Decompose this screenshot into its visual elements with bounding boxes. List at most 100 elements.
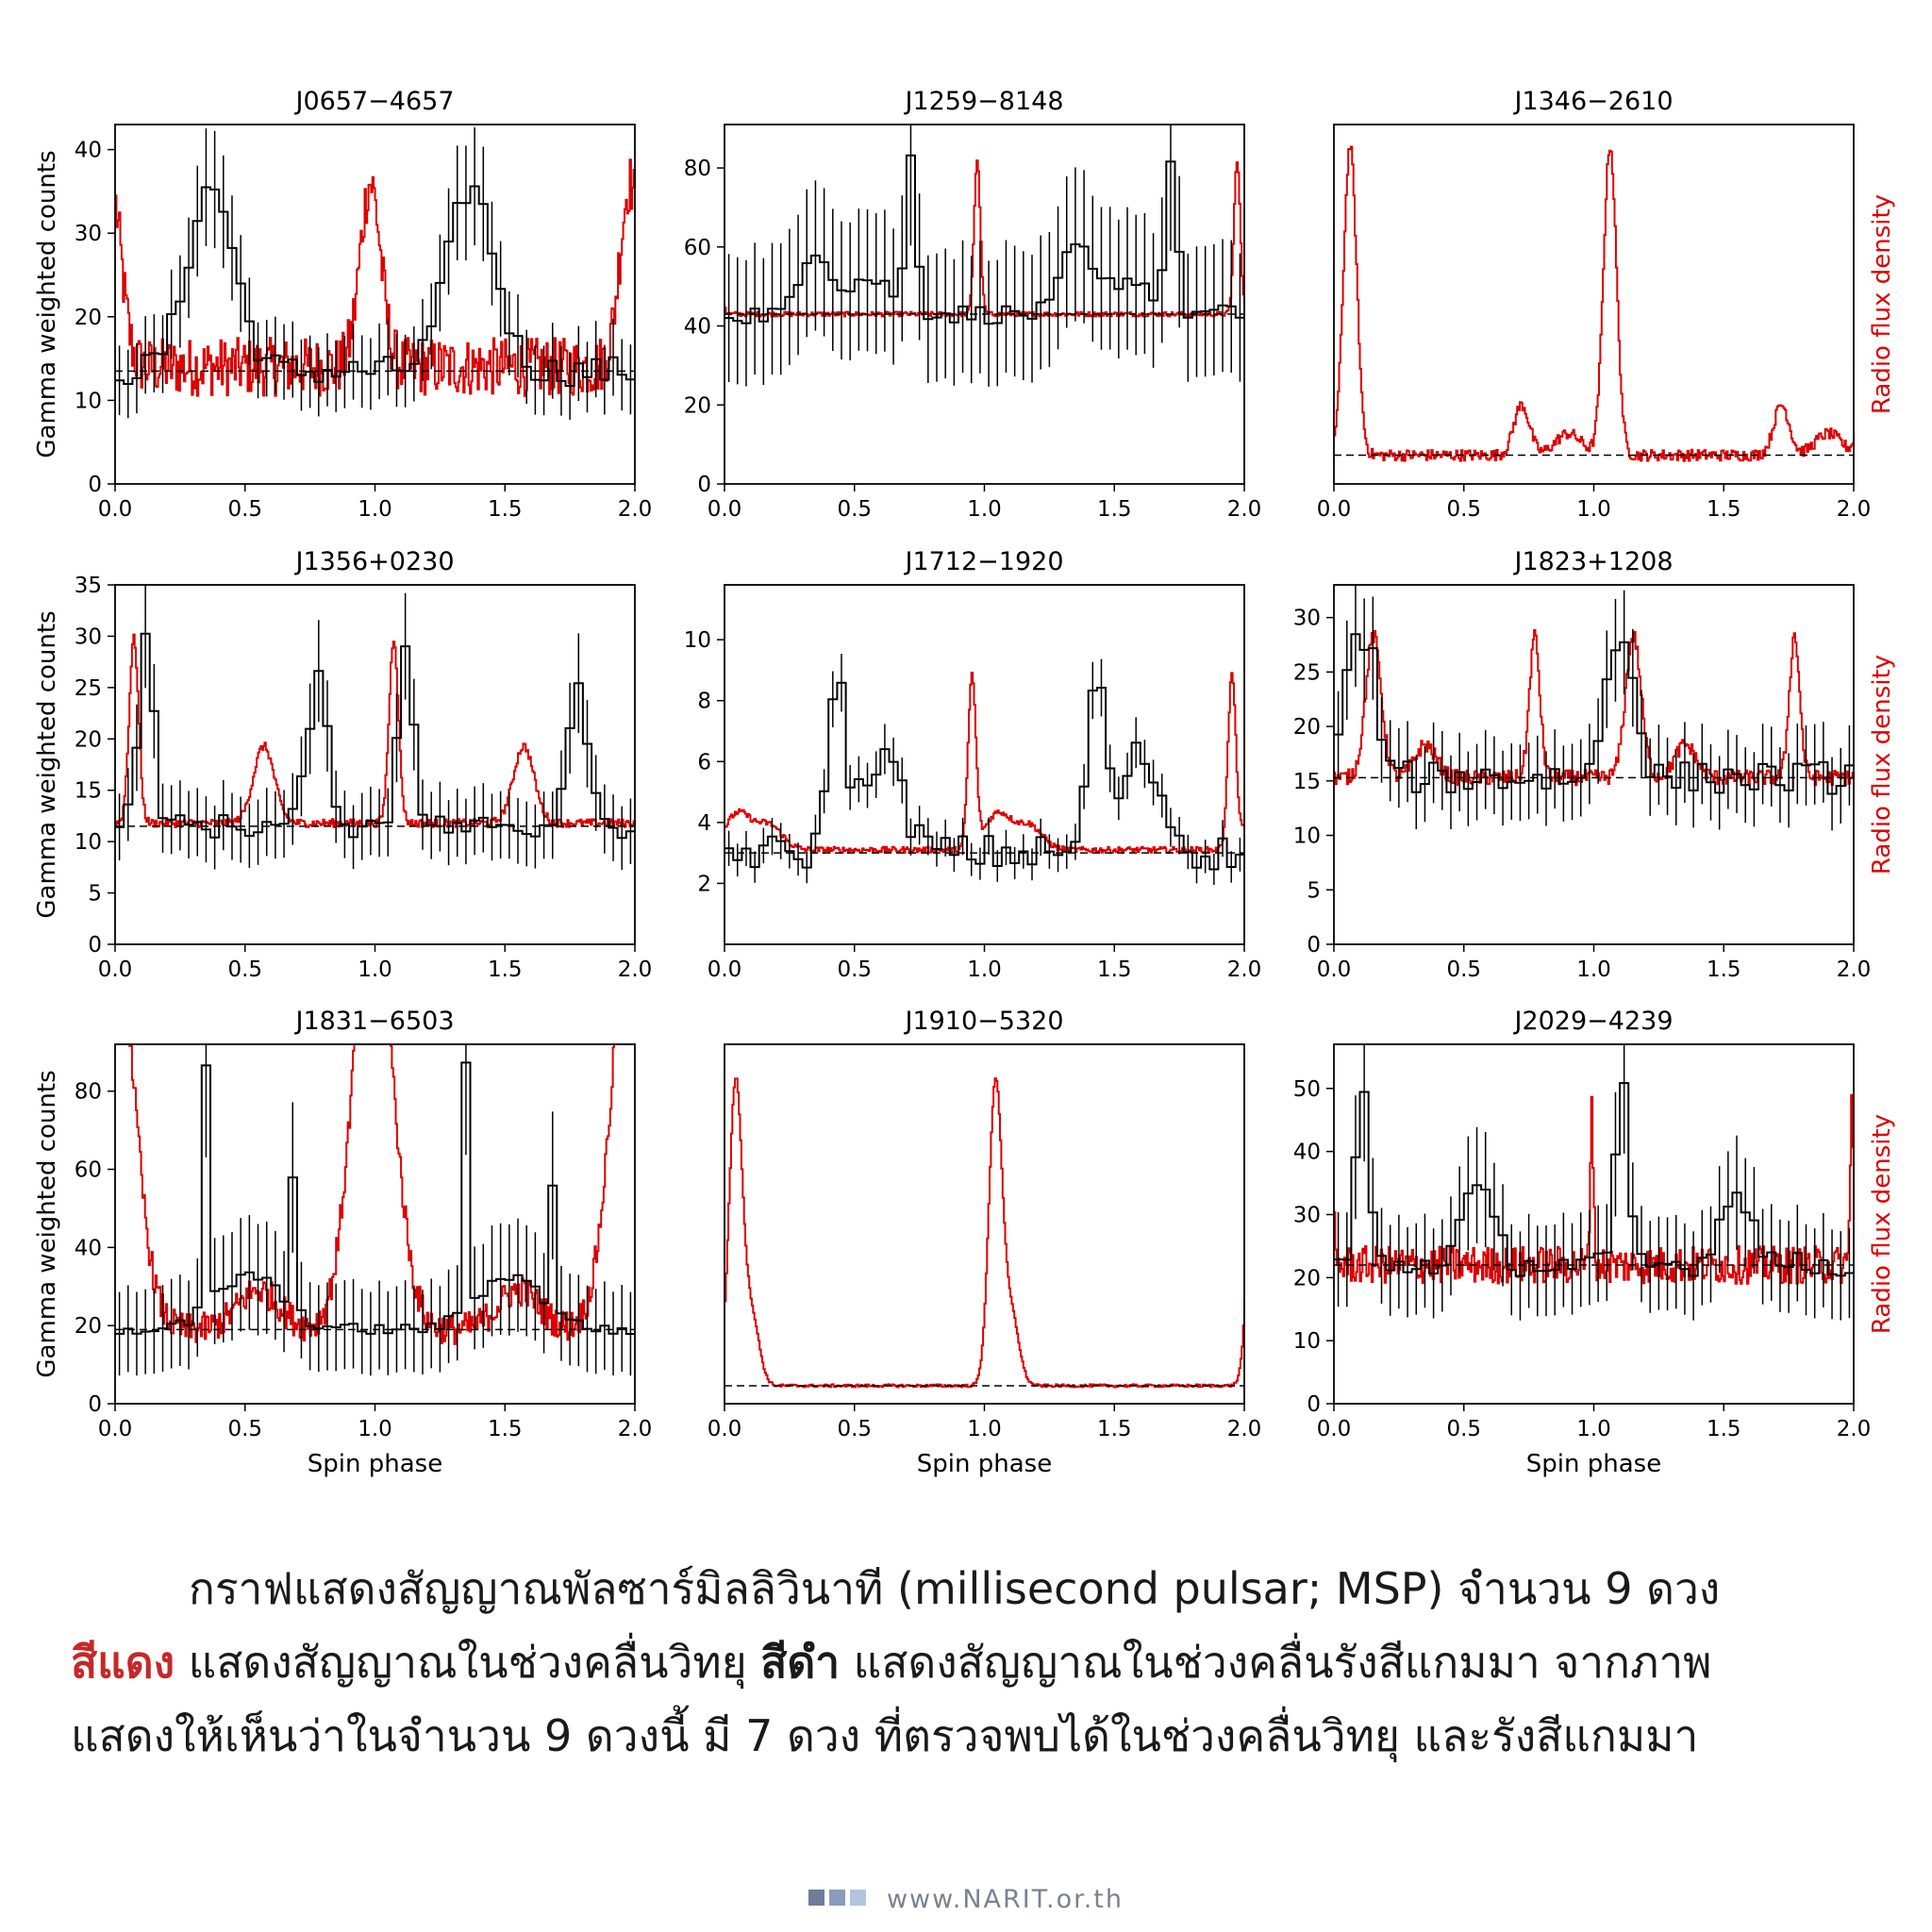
- y-tick-label: 20: [684, 393, 711, 418]
- figure-caption: กราฟแสดงสัญญาณพัลซาร์มิลลิวินาที (millis…: [71, 1552, 1863, 1773]
- y-tick-label: 30: [75, 222, 102, 246]
- x-tick-label: 1.5: [488, 497, 523, 522]
- y-tick-label: 25: [75, 676, 102, 701]
- x-tick-label: 1.0: [967, 497, 1002, 522]
- y-tick-label: 25: [1293, 660, 1321, 685]
- y-tick-label: 40: [75, 1236, 102, 1260]
- caption-line-1: กราฟแสดงสัญญาณพัลซาร์มิลลิวินาที (millis…: [189, 1563, 1721, 1614]
- panel-frame: [1333, 124, 1855, 485]
- x-tick-label: 2.0: [1837, 958, 1872, 982]
- y-tick-label: 20: [1293, 715, 1321, 740]
- x-tick-label: 0.5: [837, 958, 872, 982]
- y-tick-label: 5: [88, 882, 102, 907]
- x-tick-label: 0.0: [708, 497, 742, 522]
- y-tick-label: 6: [697, 750, 711, 774]
- x-tick-label: 2.0: [1227, 1417, 1262, 1441]
- x-tick-label: 1.5: [488, 1417, 523, 1441]
- right-y-axis-label: Radio flux density: [1868, 1114, 1896, 1334]
- y-tick-label: 35: [75, 574, 102, 598]
- x-axis-label: Spin phase: [308, 1450, 442, 1478]
- x-tick-label: 0.0: [98, 497, 133, 522]
- y-tick-label: 40: [684, 315, 711, 340]
- x-tick-label: 1.0: [1576, 497, 1611, 522]
- x-tick-label: 0.0: [1317, 958, 1352, 982]
- panel-title: J1831−6503: [293, 1007, 454, 1036]
- x-tick-label: 2.0: [1227, 497, 1262, 522]
- y-tick-label: 5: [1307, 878, 1321, 903]
- y-tick-label: 50: [1293, 1077, 1321, 1102]
- y-tick-label: 0: [88, 933, 102, 958]
- gamma-series-line: [1334, 633, 1854, 795]
- panel-frame: [724, 584, 1245, 945]
- radio-series-line: [1334, 1093, 1855, 1285]
- y-tick-label: 10: [1293, 1329, 1321, 1354]
- y-tick-label: 40: [1293, 1141, 1321, 1165]
- y-tick-label: 0: [697, 473, 711, 497]
- y-tick-label: 60: [75, 1158, 102, 1183]
- y-tick-label: 80: [684, 157, 711, 181]
- x-tick-label: 0.0: [1317, 497, 1352, 522]
- x-tick-label: 0.5: [227, 958, 262, 982]
- x-tick-label: 0.5: [227, 497, 262, 522]
- panel-frame: [114, 124, 636, 485]
- y-tick-label: 20: [75, 306, 102, 330]
- caption-line-2: สีแดง แสดงสัญญาณในช่วงคลื่นวิทยุ สีดำ แส…: [71, 1625, 1863, 1699]
- left-y-axis-label: Gamma weighted counts: [33, 150, 61, 458]
- panel-frame: [1333, 1043, 1855, 1405]
- x-tick-label: 1.5: [1707, 1417, 1741, 1441]
- panel-title: J2029−4239: [1512, 1007, 1673, 1036]
- y-tick-label: 20: [1293, 1266, 1321, 1291]
- right-y-axis-label: Radio flux density: [1868, 655, 1896, 874]
- x-tick-label: 0.5: [837, 1417, 872, 1441]
- y-tick-label: 20: [75, 727, 102, 752]
- y-tick-label: 10: [75, 389, 102, 413]
- gamma-series-line: [724, 681, 1244, 871]
- y-tick-label: 40: [75, 139, 102, 163]
- y-tick-label: 10: [684, 628, 711, 653]
- gamma-series-line: [115, 632, 635, 840]
- caption-line-2-mid: แสดงสัญญาณในช่วงคลื่นวิทยุ: [175, 1637, 761, 1688]
- left-y-axis-label: Gamma weighted counts: [33, 610, 61, 918]
- y-tick-label: 30: [75, 625, 102, 649]
- logo-square-icon: [849, 1890, 866, 1906]
- gamma-series-line: [115, 185, 635, 388]
- y-tick-label: 4: [697, 811, 711, 836]
- gamma-series-line: [1334, 1082, 1854, 1277]
- x-tick-label: 1.5: [1097, 1417, 1132, 1441]
- radio-series-line: [724, 1077, 1245, 1389]
- panel-title: J1259−8148: [903, 87, 1063, 116]
- x-tick-label: 2.0: [618, 1417, 653, 1441]
- x-tick-label: 1.5: [1097, 958, 1132, 982]
- caption-line-3: แสดงให้เห็นว่าในจำนวน 9 ดวงนี้ มี 7 ดวง …: [71, 1710, 1699, 1761]
- panel-title: J1910−5320: [903, 1007, 1063, 1036]
- x-tick-label: 1.0: [358, 497, 392, 522]
- x-tick-label: 2.0: [618, 958, 653, 982]
- panel-title: J0657−4657: [293, 87, 454, 116]
- caption-black-word: สีดำ: [760, 1637, 841, 1688]
- x-tick-label: 1.5: [1707, 958, 1741, 982]
- y-tick-label: 80: [75, 1080, 102, 1105]
- x-tick-label: 1.0: [1576, 958, 1611, 982]
- x-tick-label: 0.5: [837, 497, 872, 522]
- y-tick-label: 0: [88, 473, 102, 497]
- y-tick-label: 15: [1293, 770, 1321, 794]
- x-tick-label: 2.0: [1227, 958, 1262, 982]
- panel-title: J1823+1208: [1512, 547, 1673, 576]
- x-axis-label: Spin phase: [1526, 1450, 1661, 1478]
- x-tick-label: 2.0: [618, 497, 653, 522]
- panel-title: J1346−2610: [1512, 87, 1673, 116]
- panel-frame: [114, 584, 636, 945]
- x-tick-label: 0.0: [708, 1417, 742, 1441]
- logo-square-icon: [808, 1890, 824, 1906]
- y-tick-label: 10: [1293, 824, 1321, 849]
- y-tick-label: 0: [88, 1392, 102, 1417]
- footer-url[interactable]: www.NARIT.or.th: [886, 1885, 1124, 1914]
- left-y-axis-label: Gamma weighted counts: [33, 1070, 61, 1377]
- x-tick-label: 1.5: [488, 958, 523, 982]
- footer: www.NARIT.or.th: [0, 1885, 1932, 1914]
- logo-square-icon: [828, 1890, 845, 1906]
- x-tick-label: 0.5: [227, 1417, 262, 1441]
- panel-frame: [724, 1043, 1245, 1405]
- panel-title: J1712−1920: [903, 547, 1063, 576]
